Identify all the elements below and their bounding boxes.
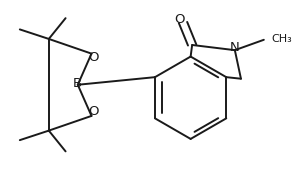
Text: CH₃: CH₃ xyxy=(271,34,292,44)
Text: O: O xyxy=(88,51,98,65)
Text: N: N xyxy=(230,41,240,54)
Text: B: B xyxy=(73,76,82,90)
Text: O: O xyxy=(175,13,185,26)
Text: O: O xyxy=(88,105,98,118)
